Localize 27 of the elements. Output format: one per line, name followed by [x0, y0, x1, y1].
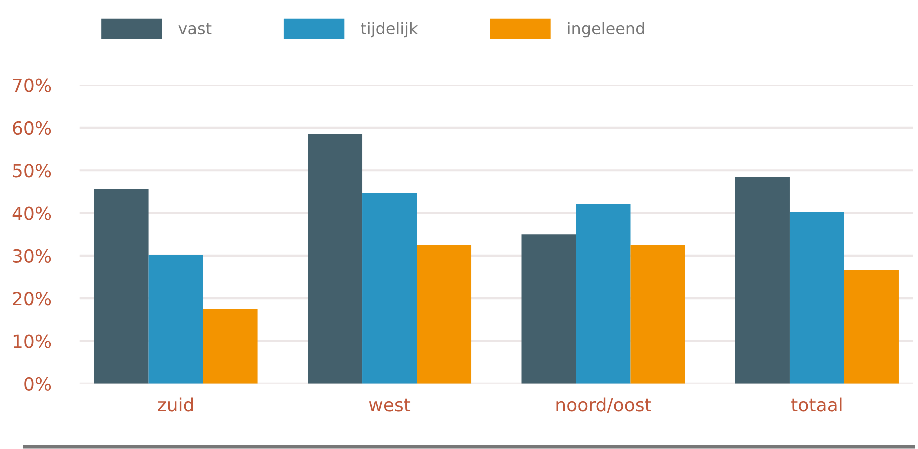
y-tick-label: 10%: [14, 334, 52, 348]
bar: [844, 270, 899, 384]
legend-label: tijdelijk: [361, 22, 418, 38]
y-tick-label: 20%: [13, 292, 52, 306]
bar: [203, 309, 258, 384]
x-tick-label: noord/oost: [556, 398, 652, 414]
bar: [522, 234, 576, 384]
bar: [362, 193, 418, 384]
bar: [417, 245, 472, 384]
bar: [148, 256, 204, 384]
bar: [735, 177, 790, 384]
y-tick-label: 30%: [13, 249, 52, 264]
y-tick-label: 40%: [12, 206, 52, 220]
bar: [790, 212, 844, 384]
y-tick-label: 0%: [24, 377, 52, 392]
x-tick-label: totaal: [792, 398, 842, 412]
bar: [576, 204, 631, 384]
y-tick-label: 70%: [13, 78, 52, 92]
legend-label: vast: [178, 23, 212, 35]
x-tick-label: zuid: [158, 398, 194, 412]
bar: [630, 245, 686, 384]
bar: [94, 189, 149, 384]
y-tick-label: 50%: [13, 164, 52, 178]
bar: [308, 134, 363, 384]
y-tick-label: 60%: [13, 121, 52, 136]
x-tick-label: west: [369, 398, 411, 412]
legend-label: ingeleend: [568, 22, 644, 38]
